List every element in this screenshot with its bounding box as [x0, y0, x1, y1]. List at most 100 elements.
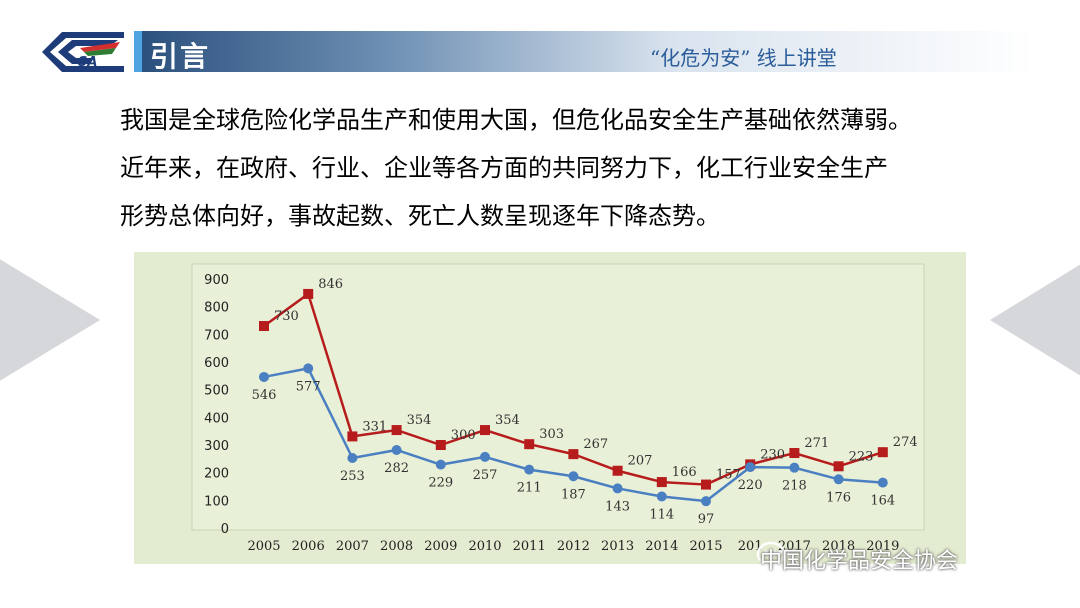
- data-label: 164: [870, 494, 895, 509]
- data-label: 300: [451, 428, 476, 443]
- data-label: 229: [428, 476, 453, 491]
- data-point-square: [656, 477, 667, 488]
- data-point-circle: [701, 496, 711, 507]
- data-label: 253: [340, 469, 365, 484]
- data-point-square: [524, 439, 535, 450]
- x-tick-label: 2007: [336, 539, 369, 554]
- data-label: 282: [384, 461, 409, 476]
- data-point-square: [347, 431, 358, 442]
- y-tick-label: 200: [204, 467, 229, 482]
- data-point-square: [391, 425, 402, 436]
- data-point-circle: [745, 462, 756, 473]
- x-tick-label: 2018: [822, 539, 855, 554]
- x-tick-label: 2005: [247, 539, 280, 554]
- data-label: 97: [698, 512, 715, 527]
- data-point-circle: [303, 363, 314, 374]
- data-point-circle: [259, 371, 269, 382]
- y-tick-label: 100: [204, 494, 229, 509]
- x-tick-label: 2017: [778, 539, 811, 554]
- data-point-square: [568, 449, 579, 460]
- logo-text: SA: [78, 55, 98, 70]
- y-tick-label: 500: [204, 384, 229, 399]
- data-point-circle: [391, 444, 402, 455]
- x-tick-label: 2006: [292, 539, 325, 554]
- data-label: 230: [760, 447, 785, 462]
- y-tick-label: 800: [204, 301, 229, 316]
- x-tick-label: 2015: [689, 539, 722, 554]
- data-point-circle: [789, 462, 800, 473]
- data-point-circle: [877, 477, 888, 488]
- x-tick-label: 2010: [468, 539, 501, 554]
- intro-paragraph: 我国是全球危险化学品生产和使用大国，但危化品安全生产基础依然薄弱。 近年来，在政…: [120, 96, 1020, 240]
- data-label: 354: [495, 413, 520, 428]
- data-label: 220: [738, 478, 763, 493]
- accident-trend-chart: 0 100 200 300 400 500 600 700 800 900 2005 2006 2007…: [191, 263, 925, 554]
- y-tick-label: 600: [204, 356, 229, 371]
- x-tick-label: 2011: [513, 539, 546, 554]
- data-label: 207: [628, 454, 653, 469]
- right-decoration-triangle: [990, 240, 1080, 400]
- y-tick-label: 900: [204, 273, 229, 288]
- x-tick-label: 2014: [645, 539, 678, 554]
- y-tick-label: 300: [204, 439, 229, 454]
- data-point-circle: [480, 451, 490, 462]
- data-point-square: [789, 448, 800, 459]
- y-tick-label: 700: [204, 328, 229, 343]
- data-point-square: [833, 461, 844, 472]
- x-tick-label: 2009: [424, 539, 457, 554]
- csa-logo-icon: [42, 32, 124, 72]
- data-label: 354: [407, 413, 432, 428]
- data-point-circle: [612, 483, 623, 494]
- plot-frame: [191, 263, 925, 531]
- data-label: 187: [561, 487, 586, 502]
- data-label: 166: [672, 465, 697, 480]
- data-point-square: [435, 440, 446, 450]
- data-label: 271: [804, 436, 829, 451]
- data-point-square: [612, 465, 623, 476]
- data-label: 176: [826, 490, 851, 505]
- data-point-circle: [568, 471, 579, 482]
- data-label: 114: [649, 507, 674, 522]
- data-point-square: [259, 321, 269, 332]
- y-tick-label: 400: [204, 411, 229, 426]
- data-point-square: [701, 479, 711, 490]
- x-tick-label: 2019: [866, 539, 899, 554]
- data-label: 257: [473, 468, 498, 483]
- chart-panel: 0 100 200 300 400 500 600 700 800 900 2005 2006 2007…: [134, 252, 966, 564]
- data-label: 331: [362, 419, 387, 434]
- intro-line: 我国是全球危险化学品生产和使用大国，但危化品安全生产基础依然薄弱。: [120, 106, 912, 134]
- data-label: 303: [539, 427, 564, 442]
- left-decoration-triangle: [0, 235, 100, 405]
- x-tick-label: 2013: [601, 539, 634, 554]
- data-point-square: [877, 447, 888, 458]
- data-label: 546: [252, 388, 277, 403]
- data-point-circle: [524, 464, 535, 475]
- data-point-square: [303, 288, 314, 299]
- data-label: 143: [605, 499, 630, 514]
- header-bar: [134, 31, 1034, 72]
- header-accent: [134, 31, 142, 72]
- intro-line: 近年来，在政府、行业、企业等各方面的共同努力下，化工行业安全生产: [120, 154, 888, 182]
- data-point-square: [480, 425, 490, 436]
- data-label: 223: [849, 449, 874, 464]
- header-subtitle: “化危为安” 线上讲堂: [650, 46, 837, 70]
- data-label: 577: [296, 379, 321, 394]
- data-label: 274: [893, 435, 918, 450]
- data-label: 846: [318, 277, 343, 292]
- y-tick-label: 0: [221, 522, 229, 537]
- intro-line: 形势总体向好，事故起数、死亡人数呈现逐年下降态势。: [120, 202, 720, 230]
- x-tick-label: 2008: [380, 539, 413, 554]
- wechat-icon: [756, 541, 795, 572]
- page-title: 引言: [150, 40, 211, 73]
- data-label: 218: [782, 479, 807, 494]
- data-point-circle: [833, 474, 844, 485]
- watermark: 中国化学品安全协会: [760, 549, 959, 574]
- data-point-circle: [656, 491, 667, 502]
- data-point-circle: [347, 453, 358, 464]
- data-label: 267: [583, 437, 608, 452]
- data-point-circle: [435, 459, 446, 470]
- data-label: 730: [274, 309, 299, 324]
- x-tick-label: 2012: [557, 539, 590, 554]
- data-label: 211: [517, 481, 542, 496]
- x-tick-label: 201: [738, 539, 763, 554]
